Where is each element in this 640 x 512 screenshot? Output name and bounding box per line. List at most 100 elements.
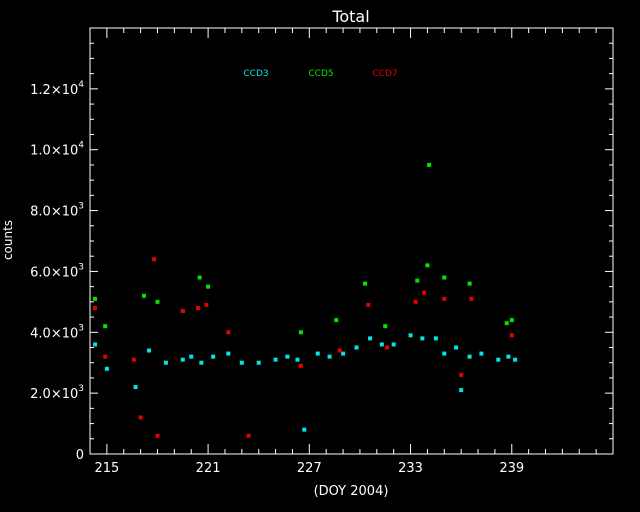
y-tick-label: 6.0×103 — [30, 262, 84, 280]
y-tick-label: 1.0×104 — [30, 141, 84, 159]
data-point-ccd3 — [302, 427, 307, 432]
data-point-ccd3 — [341, 351, 346, 356]
data-point-ccd3 — [459, 388, 464, 393]
y-tick-label: 2.0×103 — [30, 384, 84, 402]
data-point-ccd5 — [427, 162, 432, 167]
data-point-ccd5 — [141, 293, 146, 298]
x-tick-label: 215 — [94, 461, 119, 476]
legend-label-ccd3: CCD3 — [243, 69, 268, 79]
data-point-ccd7 — [413, 299, 418, 304]
data-point-ccd7 — [366, 302, 371, 307]
data-point-ccd3 — [454, 345, 459, 350]
data-point-ccd5 — [415, 278, 420, 283]
data-point-ccd7 — [93, 305, 98, 310]
data-point-ccd7 — [226, 330, 231, 335]
data-point-ccd3 — [256, 360, 261, 365]
data-point-ccd3 — [199, 360, 204, 365]
x-tick-label: 233 — [398, 461, 423, 476]
y-axis-ticks: 02.0×1034.0×1036.0×1038.0×1031.0×1041.2×… — [30, 42, 613, 463]
data-point-ccd5 — [334, 318, 339, 323]
data-point-ccd7 — [131, 357, 136, 362]
data-point-ccd3 — [391, 342, 396, 347]
data-point-ccd3 — [239, 360, 244, 365]
data-point-ccd5 — [509, 318, 514, 323]
data-point-ccd3 — [180, 357, 185, 362]
data-point-ccd7 — [138, 415, 143, 420]
data-point-ccd3 — [315, 351, 320, 356]
data-point-ccd5 — [197, 275, 202, 280]
chart-title: Total — [331, 7, 369, 26]
data-points — [93, 162, 518, 438]
y-tick-mantissa: 1.0×10 — [30, 144, 78, 159]
y-axis-label: counts — [1, 220, 15, 260]
data-point-ccd7 — [459, 372, 464, 377]
data-point-ccd3 — [285, 354, 290, 359]
data-point-ccd7 — [442, 296, 447, 301]
y-tick-exponent: 3 — [78, 384, 84, 394]
data-point-ccd7 — [337, 348, 342, 353]
data-point-ccd5 — [504, 321, 509, 326]
y-tick-exponent: 3 — [78, 202, 84, 212]
data-point-ccd3 — [226, 351, 231, 356]
data-point-ccd3 — [104, 366, 109, 371]
data-point-ccd5 — [362, 281, 367, 286]
data-point-ccd7 — [204, 302, 209, 307]
data-point-ccd7 — [422, 290, 427, 295]
legend-label-ccd7: CCD7 — [372, 69, 397, 79]
y-tick-mantissa: 2.0×10 — [30, 387, 78, 402]
data-point-ccd5 — [442, 275, 447, 280]
data-point-ccd3 — [295, 357, 300, 362]
x-tick-label: 221 — [196, 461, 221, 476]
x-axis-label: (DOY 2004) — [314, 484, 389, 499]
data-point-ccd3 — [93, 342, 98, 347]
data-point-ccd5 — [155, 299, 160, 304]
y-tick-exponent: 4 — [78, 80, 84, 90]
data-point-ccd3 — [433, 336, 438, 341]
y-tick-exponent: 4 — [78, 141, 84, 151]
y-tick-mantissa: 6.0×10 — [30, 265, 78, 280]
data-point-ccd5 — [103, 324, 108, 329]
data-point-ccd3 — [442, 351, 447, 356]
data-point-ccd3 — [467, 354, 472, 359]
y-tick-exponent: 3 — [78, 323, 84, 333]
data-point-ccd3 — [163, 360, 168, 365]
data-point-ccd3 — [506, 354, 511, 359]
data-point-ccd3 — [273, 357, 278, 362]
y-tick-label: 0 — [76, 448, 84, 463]
data-point-ccd3 — [327, 354, 332, 359]
y-tick-mantissa: 8.0×10 — [30, 205, 78, 220]
data-point-ccd3 — [496, 357, 501, 362]
y-tick-exponent: 3 — [78, 262, 84, 272]
x-tick-label: 227 — [297, 461, 322, 476]
data-point-ccd7 — [384, 345, 389, 350]
x-axis-ticks: 215 221 227 233 239 — [89, 28, 597, 476]
data-point-ccd7 — [195, 305, 200, 310]
data-point-ccd7 — [298, 363, 303, 368]
data-point-ccd5 — [93, 296, 98, 301]
x-tick-label: 239 — [499, 461, 524, 476]
data-point-ccd5 — [425, 263, 430, 268]
legend: CCD3 CCD5 CCD7 — [243, 69, 397, 79]
data-point-ccd3 — [189, 354, 194, 359]
data-point-ccd7 — [246, 433, 251, 438]
y-tick-label: 1.2×104 — [30, 80, 84, 98]
data-point-ccd7 — [509, 333, 514, 338]
data-point-ccd3 — [133, 385, 138, 390]
data-point-ccd3 — [408, 333, 413, 338]
y-tick-mantissa: 1.2×10 — [30, 83, 78, 98]
data-point-ccd3 — [147, 348, 152, 353]
data-point-ccd5 — [383, 324, 388, 329]
data-point-ccd3 — [513, 357, 518, 362]
y-tick-label: 4.0×103 — [30, 323, 84, 341]
data-point-ccd3 — [354, 345, 359, 350]
y-tick-label: 8.0×103 — [30, 202, 84, 220]
data-point-ccd5 — [298, 330, 303, 335]
data-point-ccd3 — [211, 354, 216, 359]
y-tick-mantissa: 0 — [76, 448, 84, 463]
data-point-ccd5 — [467, 281, 472, 286]
y-tick-mantissa: 4.0×10 — [30, 326, 78, 341]
data-point-ccd3 — [368, 336, 373, 341]
data-point-ccd7 — [180, 308, 185, 313]
